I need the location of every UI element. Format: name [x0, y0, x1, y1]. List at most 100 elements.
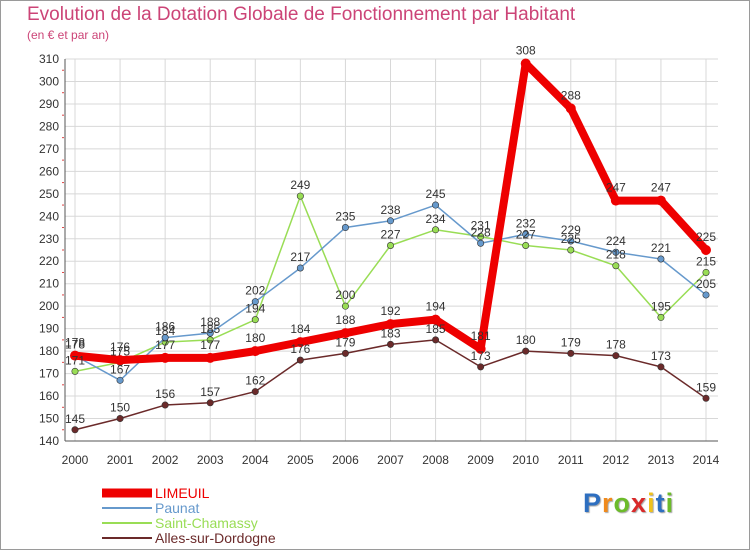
data-point [567, 349, 575, 357]
data-point [522, 230, 530, 238]
data-label: 232 [516, 216, 536, 230]
data-label: 308 [516, 43, 536, 57]
data-point [341, 349, 349, 357]
data-point [340, 328, 351, 339]
data-point [296, 192, 304, 200]
axes: 140 150 160 170 180 190 200 210 220 230 240 250 260 2… [39, 52, 720, 467]
data-point [475, 343, 486, 354]
x-tick-label: 2000 [62, 453, 89, 467]
data-point [657, 255, 665, 263]
data-point [71, 426, 79, 434]
data-point [116, 415, 124, 423]
data-label: 180 [516, 333, 536, 347]
data-label: 178 [606, 338, 626, 352]
data-label: 235 [335, 210, 355, 224]
data-label: 183 [380, 326, 400, 340]
data-point [701, 245, 711, 255]
data-label: 185 [426, 322, 446, 336]
logo-letter: P [583, 488, 603, 518]
chart-title: Evolution de la Dotation Globale de Fonc… [27, 4, 576, 25]
legend-label: LIMEUIL [155, 485, 210, 501]
data-label: 231 [471, 219, 491, 233]
data-label: 181 [471, 329, 491, 343]
data-point [610, 195, 621, 206]
data-label: 188 [200, 315, 220, 329]
y-tick-label: 280 [39, 119, 59, 133]
data-label: 177 [200, 338, 220, 352]
x-tick-label: 2010 [512, 453, 539, 467]
data-label: 200 [335, 288, 355, 302]
data-point [341, 302, 349, 310]
x-tick-label: 2005 [287, 453, 314, 467]
data-label: 145 [65, 412, 85, 426]
data-point [702, 291, 710, 299]
data-point [386, 217, 394, 225]
legend: LIMEUILPaunatSaint-ChamassyAlles-sur-Dor… [102, 485, 276, 546]
data-point [161, 334, 169, 342]
data-label: 218 [606, 248, 626, 262]
x-tick-label: 2008 [422, 453, 449, 467]
data-label: 225 [561, 232, 581, 246]
data-point [206, 399, 214, 407]
y-tick-label: 290 [39, 97, 59, 111]
data-label: 228 [471, 225, 491, 239]
data-point [386, 242, 394, 250]
y-tick-label: 170 [39, 367, 59, 381]
data-label: 184 [290, 322, 310, 336]
data-point [296, 264, 304, 272]
data-point [116, 376, 124, 384]
data-label: 192 [380, 304, 400, 318]
legend-label: Alles-sur-Dordogne [155, 530, 276, 546]
logo-letter: i [665, 488, 675, 518]
x-tick-label: 2014 [693, 453, 720, 467]
data-label: 217 [290, 250, 310, 264]
y-tick-label: 150 [39, 412, 59, 426]
data-point [702, 394, 710, 402]
data-label: 162 [245, 374, 265, 388]
data-label: 178 [65, 338, 85, 352]
grid [65, 58, 718, 442]
data-label: 188 [335, 313, 355, 327]
y-tick-label: 240 [39, 209, 59, 223]
data-point [567, 246, 575, 254]
data-label: 180 [245, 331, 265, 345]
x-tick-label: 2006 [332, 453, 359, 467]
data-label: 227 [516, 228, 536, 242]
data-point [70, 350, 80, 361]
data-label: 185 [200, 322, 220, 336]
data-point [520, 58, 531, 69]
y-tick-label: 190 [39, 322, 59, 336]
data-label: 186 [155, 320, 175, 334]
y-tick-label: 270 [39, 142, 59, 156]
data-label: 175 [110, 344, 130, 358]
data-point [432, 336, 440, 344]
data-point [71, 367, 79, 375]
x-tick-label: 2011 [558, 453, 584, 467]
data-point [702, 268, 710, 276]
x-tick-label: 2007 [377, 453, 404, 467]
y-tick-label: 230 [39, 232, 59, 246]
data-label: 205 [696, 277, 716, 291]
data-label: 202 [245, 284, 265, 298]
data-label: 215 [696, 254, 716, 268]
data-label: 288 [561, 88, 581, 102]
data-label: 234 [426, 212, 446, 226]
data-point [477, 233, 485, 241]
data-point [161, 401, 169, 409]
x-tick-label: 2013 [648, 453, 675, 467]
legend-label: Paunat [155, 500, 199, 516]
y-tick-label: 210 [39, 277, 59, 291]
logo-letter: t [655, 488, 666, 518]
data-label: 247 [651, 181, 671, 195]
data-label: 176 [110, 340, 130, 354]
y-tick-label: 300 [39, 74, 59, 88]
data-label: 221 [651, 241, 671, 255]
data-point [251, 298, 259, 306]
data-label: 225 [696, 230, 716, 244]
data-label: 177 [155, 338, 175, 352]
data-label: 179 [335, 335, 355, 349]
data-point [657, 363, 665, 371]
x-tick-label: 2009 [467, 453, 494, 467]
